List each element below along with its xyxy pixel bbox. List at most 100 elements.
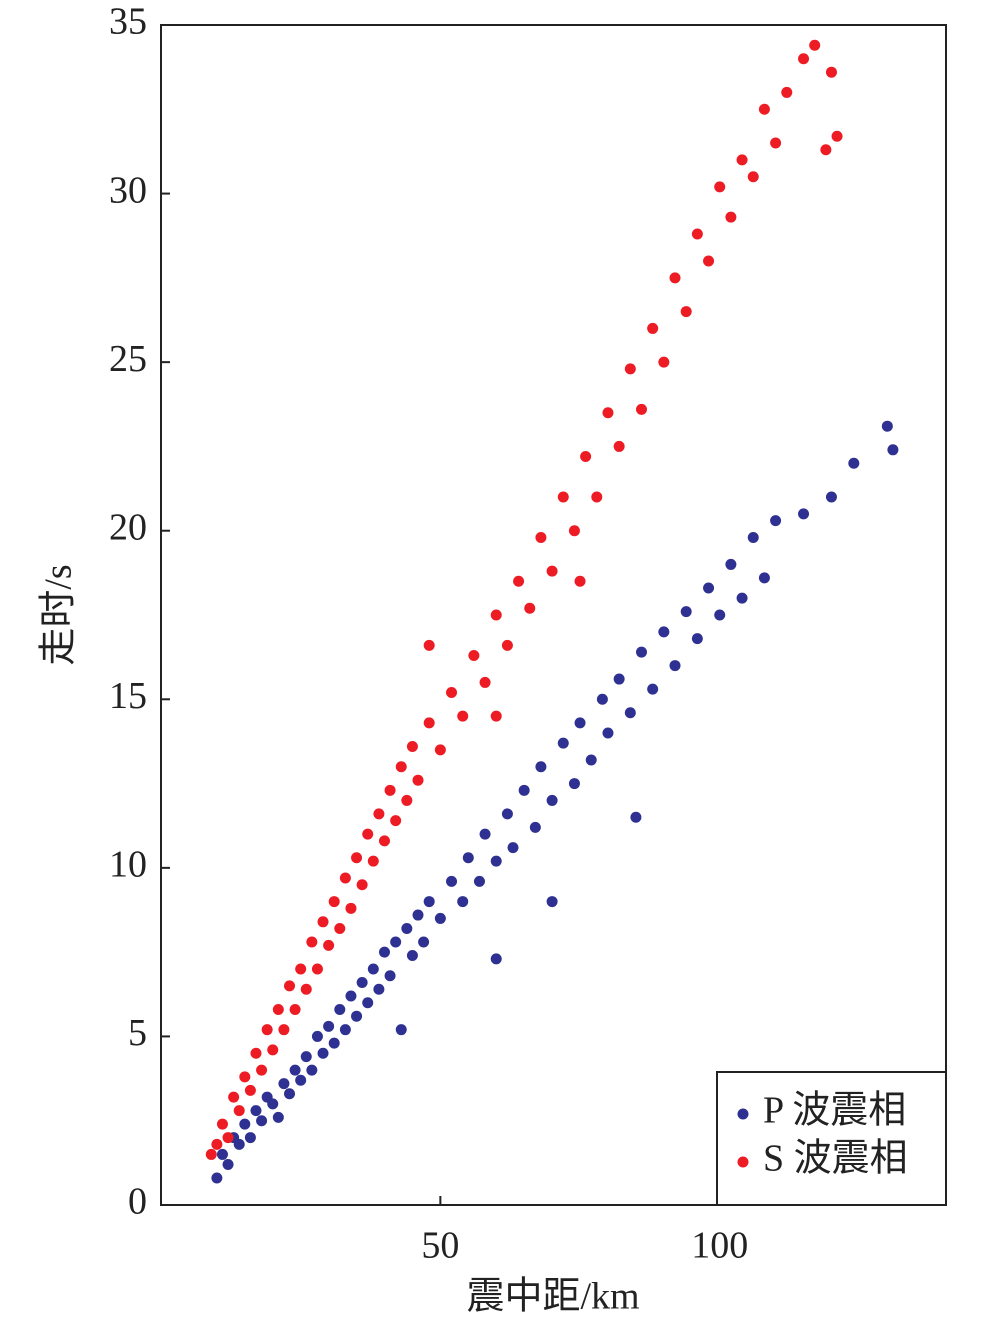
point [295, 1074, 307, 1086]
point [395, 1024, 407, 1036]
point [758, 103, 770, 115]
point [490, 855, 502, 867]
series [211, 420, 899, 1184]
y-tick-label: 10 [109, 844, 147, 886]
point [468, 649, 480, 661]
point [848, 457, 860, 469]
point [501, 808, 513, 820]
point [635, 403, 647, 415]
point [250, 1047, 262, 1059]
point [613, 673, 625, 685]
x-tick-label: 50 [421, 1225, 459, 1267]
point [418, 936, 430, 948]
point [239, 1118, 251, 1130]
y-axis-label: 走时/s [38, 564, 80, 665]
point [317, 1047, 329, 1059]
point [284, 1088, 296, 1100]
point [747, 531, 759, 543]
point [591, 491, 603, 503]
point [390, 815, 402, 827]
point [289, 1003, 301, 1015]
point [339, 872, 351, 884]
x-axis-label: 震中距/km [466, 1276, 639, 1318]
point [306, 1064, 318, 1076]
point [384, 784, 396, 796]
point [423, 639, 435, 651]
point [423, 717, 435, 729]
point [881, 420, 893, 432]
point [647, 683, 659, 695]
point [378, 946, 390, 958]
point [602, 407, 614, 419]
point [703, 582, 715, 594]
point [568, 525, 580, 537]
point [736, 154, 748, 166]
point [250, 1105, 262, 1117]
point [412, 774, 424, 786]
point [401, 794, 413, 806]
point [256, 1115, 268, 1127]
point [479, 828, 491, 840]
point [367, 963, 379, 975]
point [630, 811, 642, 823]
point [323, 939, 335, 951]
point [529, 821, 541, 833]
point [284, 980, 296, 992]
point [267, 1098, 279, 1110]
point [406, 950, 418, 962]
point [820, 144, 832, 156]
point [317, 916, 329, 928]
point [267, 1044, 279, 1056]
point [513, 575, 525, 587]
x-tick-label: 100 [691, 1225, 748, 1267]
point [568, 778, 580, 790]
point [725, 211, 737, 223]
point [809, 39, 821, 51]
point [546, 896, 558, 908]
point [574, 717, 586, 729]
point [300, 1051, 312, 1063]
point [658, 626, 670, 638]
point [602, 727, 614, 739]
point [736, 592, 748, 604]
point [457, 710, 469, 722]
point [647, 322, 659, 334]
point [334, 923, 346, 935]
point [887, 444, 899, 456]
point [356, 879, 368, 891]
point [781, 86, 793, 98]
point [535, 531, 547, 543]
point [703, 255, 715, 267]
point [725, 558, 737, 570]
point [770, 515, 782, 527]
legend-label: S 波震相 [763, 1138, 908, 1180]
point [401, 923, 413, 935]
point [580, 451, 592, 463]
point [714, 181, 726, 193]
point [356, 976, 368, 988]
point [233, 1138, 245, 1150]
point [384, 970, 396, 982]
series [205, 39, 843, 1160]
point [546, 565, 558, 577]
point [798, 508, 810, 520]
point [635, 646, 647, 658]
point [524, 602, 536, 614]
point [328, 896, 340, 908]
point [228, 1091, 240, 1103]
point [211, 1172, 223, 1184]
point [261, 1024, 273, 1036]
point [362, 828, 374, 840]
y-tick-label: 5 [128, 1012, 147, 1054]
point [216, 1118, 228, 1130]
point [423, 896, 435, 908]
point [557, 491, 569, 503]
point [306, 936, 318, 948]
point [406, 740, 418, 752]
point [311, 963, 323, 975]
point [339, 1024, 351, 1036]
point [295, 963, 307, 975]
point [831, 130, 843, 142]
point [770, 137, 782, 149]
